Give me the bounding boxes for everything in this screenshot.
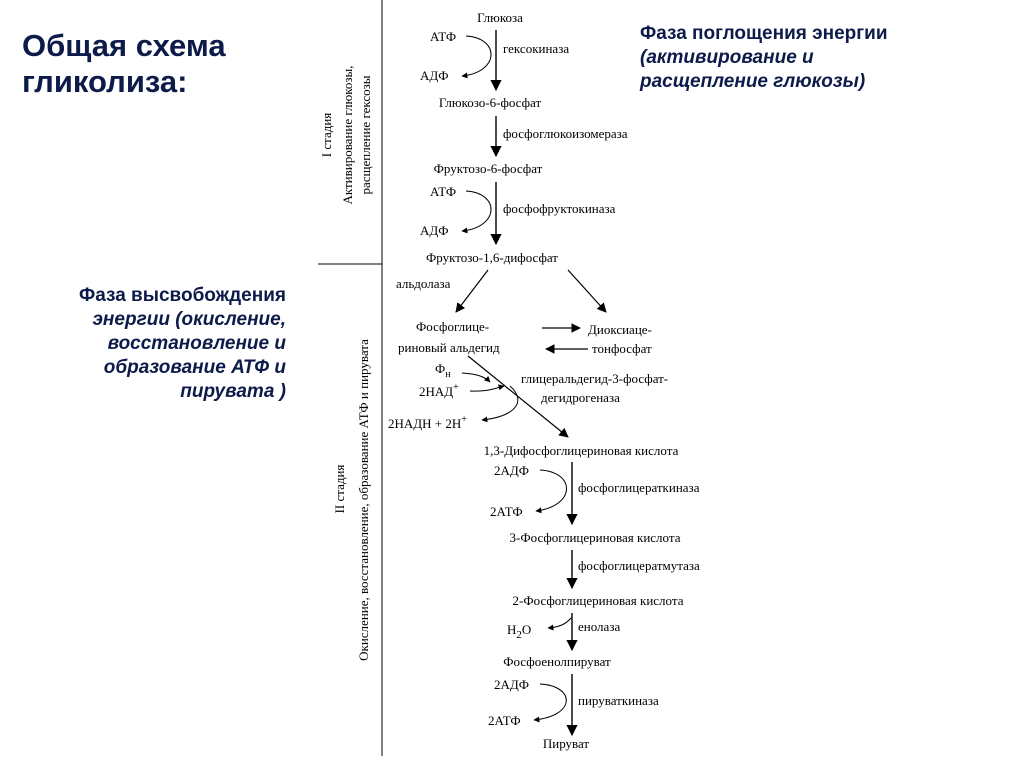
phase-release-line-4: образование АТФ и — [103, 357, 286, 378]
metabolite-gap-line-1: Фосфоглице- — [416, 319, 489, 334]
arrow-h2o-out — [547, 617, 572, 631]
cofactor-2atp-2: 2АТФ — [488, 713, 521, 728]
metabolite-dhap-line-2: тонфосфат — [592, 341, 652, 356]
phase-absorb-line-3: расщепление глюкозы) — [640, 71, 866, 92]
arrow-f16bp-dhap — [567, 269, 607, 313]
cofactor-phi: Фн — [435, 361, 451, 380]
metabolite-dhap-line-1: Диоксиаце- — [588, 322, 652, 337]
metabolite-pyruvate: Пируват — [543, 736, 590, 751]
cofactor-atp-2: АТФ — [430, 184, 456, 199]
cofactor-2adp-1: 2АДФ — [494, 463, 529, 478]
cofactor-adp-1: АДФ — [420, 68, 449, 83]
arrow-f16bp-gap — [455, 269, 489, 313]
phase-release-line-1: Фаза высвобождения — [79, 285, 286, 306]
enzyme-aldolase: альдолаза — [396, 276, 451, 291]
phase-absorb-line-2: (активирование и — [640, 47, 814, 68]
stage2-desc: Окисление, восстановление, образование А… — [356, 339, 371, 661]
stage2-label: II стадия Окисление, восстановление, обр… — [332, 339, 371, 661]
arrow-adp-atp-2 — [533, 683, 567, 723]
stage1-title: I стадия — [319, 113, 334, 158]
slide-title: Общая схема гликолиза: — [22, 28, 322, 100]
enzyme-pgm: фосфоглицератмутаза — [578, 558, 700, 573]
arrow-adp-atp-1 — [535, 469, 567, 514]
cofactor-2atp-1: 2АТФ — [490, 504, 523, 519]
cofactor-2adp-2: 2АДФ — [494, 677, 529, 692]
arrow-phi-in — [461, 372, 491, 383]
metabolite-g6p: Глюкозо-6-фосфат — [439, 95, 542, 110]
stage1-label: I стадия Активирование глюкозы, расщепле… — [319, 65, 373, 204]
metabolite-pg3: 3-Фосфоглицериновая кислота — [510, 530, 681, 545]
enzyme-gapdh-line-1: глицеральдегид-3-фосфат- — [521, 371, 668, 386]
slide-title-line-2: гликолиза: — [22, 64, 188, 99]
arrow-nad-in — [469, 384, 505, 392]
phase-absorb-note: Фаза поглощения энергии (активирование и… — [640, 22, 970, 94]
enzyme-gapdh-line-2: дегидрогеназа — [541, 390, 620, 405]
cofactor-nad: 2НАД+ — [419, 382, 459, 399]
phase-release-line-2: энергии (окисление, — [92, 309, 286, 330]
slide-title-line-1: Общая схема — [22, 28, 226, 63]
stage1-desc-line-1: Активирование глюкозы, — [340, 65, 355, 204]
stage2-title: II стадия — [332, 465, 347, 514]
phase-release-line-5: пирувата ) — [180, 381, 286, 402]
metabolite-f16bp: Фруктозо-1,6-дифосфат — [426, 250, 558, 265]
cofactor-h2o: Н2О — [507, 622, 531, 641]
enzyme-enolase: енолаза — [578, 619, 620, 634]
stage1-desc-line-2: расщепление гексозы — [358, 75, 373, 194]
metabolite-pg2: 2-Фосфоглицериновая кислота — [513, 593, 684, 608]
cofactor-adp-2: АДФ — [420, 223, 449, 238]
metabolite-pep: Фосфоенолпируват — [503, 654, 611, 669]
phase-release-line-3: восстановление и — [107, 333, 286, 354]
phase-absorb-line-1: Фаза поглощения энергии — [640, 23, 888, 44]
arrow-atp-adp-1 — [461, 35, 492, 79]
enzyme-pk: пируваткиназа — [578, 693, 659, 708]
enzyme-phosphofructokinase: фосфофруктокиназа — [503, 201, 616, 216]
phase-release-note: Фаза высвобождения энергии (окисление, в… — [20, 284, 286, 404]
enzyme-phosphoglucoisomerase: фосфоглюкоизомераза — [503, 126, 628, 141]
metabolite-gap-line-2: риновый альдегид — [398, 340, 500, 355]
metabolite-bpg13: 1,3-Дифосфоглицериновая кислота — [484, 443, 679, 458]
enzyme-hexokinase: гексокиназа — [503, 41, 569, 56]
cofactor-nadh: 2НАДН + 2Н+ — [388, 414, 467, 431]
metabolite-f6p: Фруктозо-6-фосфат — [434, 161, 543, 176]
cofactor-atp-1: АТФ — [430, 29, 456, 44]
enzyme-pgk: фосфоглицераткиназа — [578, 480, 700, 495]
arrow-atp-adp-2 — [461, 190, 492, 234]
metabolite-glucose: Глюкоза — [477, 10, 523, 25]
arrow-nadh-out — [481, 385, 519, 423]
